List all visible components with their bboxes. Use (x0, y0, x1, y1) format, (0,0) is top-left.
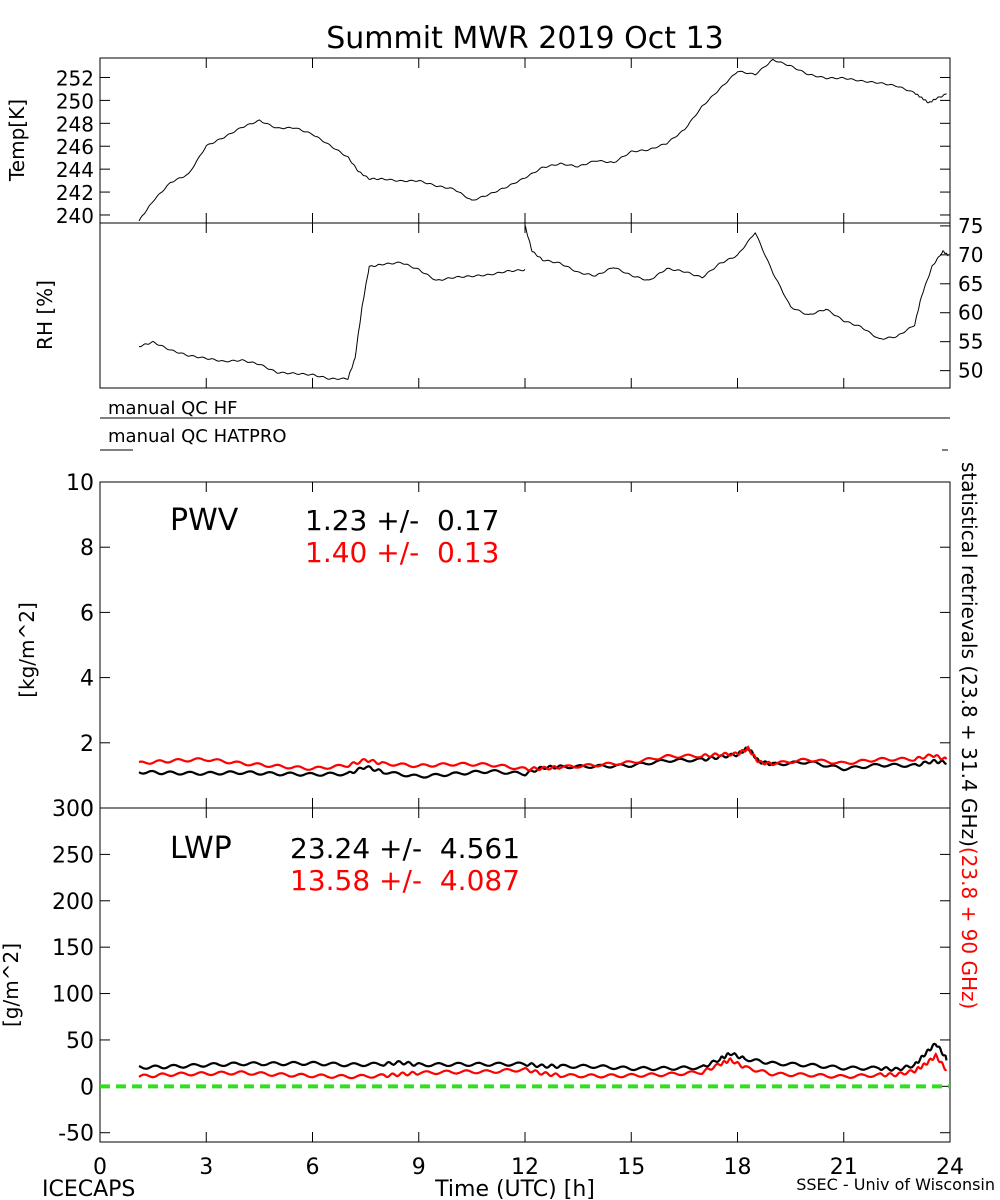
lwp-ytick-label: -50 (58, 1122, 94, 1147)
temp-panel-frame (99, 57, 951, 224)
temp-axis-label: Temp[K] (5, 99, 29, 182)
pwv-series-red (138, 745, 948, 772)
footer-center: Time (UTC) [h] (434, 1177, 595, 1200)
lwp-ytick-label: 150 (52, 936, 94, 961)
pwv-label: PWV (170, 503, 239, 538)
x-tick-label: 0 (93, 1155, 107, 1180)
qc-hf-label: manual QC HF (108, 398, 237, 419)
side-label-black: statistical retrievals (23.8 + 31.4 GHz) (957, 462, 981, 847)
pwv-stat-red: 1.40 +/- 0.13 (305, 536, 499, 569)
rh-ytick-label: 70 (958, 243, 983, 267)
pwv-ytick-label: 2 (80, 732, 94, 757)
temp-ytick-label: 250 (56, 89, 94, 113)
lwp-axis-label: [g/m^2] (0, 943, 23, 1027)
lwp-ytick-label: 300 (52, 797, 94, 822)
lwp-stat-black: 23.24 +/- 4.561 (290, 832, 520, 865)
side-label: statistical retrievals (23.8 + 31.4 GHz)… (957, 462, 981, 1009)
temp-ytick-label: 240 (56, 204, 94, 228)
rh-ytick-label: 75 (958, 214, 983, 238)
rh-ytick-label: 55 (958, 330, 983, 354)
rh-ytick-label: 65 (958, 272, 983, 296)
temp-ytick-label: 244 (56, 158, 94, 182)
pwv-ytick-label: 8 (80, 536, 94, 561)
rh-line-segment (524, 224, 949, 340)
lwp-ytick-label: 50 (66, 1029, 94, 1054)
lwp-series-black (138, 1042, 948, 1072)
rh-axis-label: RH [%] (33, 280, 57, 350)
lwp-ytick-label: 250 (52, 843, 94, 868)
pwv-axis-label: [kg/m^2] (15, 602, 39, 698)
temp-ytick-label: 252 (56, 66, 94, 90)
pwv-ytick-label: 6 (80, 601, 94, 626)
x-tick-label: 24 (936, 1155, 964, 1180)
lwp-ytick-label: 0 (80, 1075, 94, 1100)
rh-line-segment (138, 261, 526, 380)
lwp-label: LWP (170, 831, 232, 866)
footer-right: SSEC - Univ of Wisconsin (796, 1175, 995, 1194)
x-tick-label: 6 (306, 1155, 320, 1180)
pwv-stat-black: 1.23 +/- 0.17 (305, 504, 499, 537)
pwv-ytick-label: 4 (80, 667, 94, 692)
qc-hatpro-label: manual QC HATPRO (108, 426, 287, 447)
lwp-ytick-label: 200 (52, 890, 94, 915)
x-tick-label: 3 (199, 1155, 213, 1180)
lwp-ytick-label: 100 (52, 983, 94, 1008)
rh-ytick-label: 50 (958, 359, 983, 383)
chart-title: Summit MWR 2019 Oct 13 (326, 21, 724, 56)
x-tick-label: 9 (412, 1155, 426, 1180)
plot-layer: 2402422442462482502525055606570750246810… (52, 58, 983, 1180)
temp-line (138, 58, 947, 222)
side-label-red: (23.8 + 90 GHz) (957, 847, 981, 1009)
rh-ytick-label: 60 (958, 301, 983, 325)
temp-ytick-label: 248 (56, 112, 94, 136)
x-tick-label: 15 (617, 1155, 645, 1180)
lwp-stat-red: 13.58 +/- 4.087 (290, 864, 520, 897)
rh-panel-frame (99, 222, 951, 389)
pwv-ytick-label: 10 (66, 471, 94, 496)
pwv-ytick-label: 0 (80, 797, 94, 822)
x-tick-label: 12 (511, 1155, 539, 1180)
temp-ytick-label: 246 (56, 135, 94, 159)
temp-ytick-label: 242 (56, 181, 94, 205)
x-tick-label: 18 (724, 1155, 752, 1180)
lwp-series-red (138, 1052, 948, 1080)
x-tick-label: 21 (830, 1155, 858, 1180)
footer-left: ICECAPS (42, 1177, 135, 1200)
